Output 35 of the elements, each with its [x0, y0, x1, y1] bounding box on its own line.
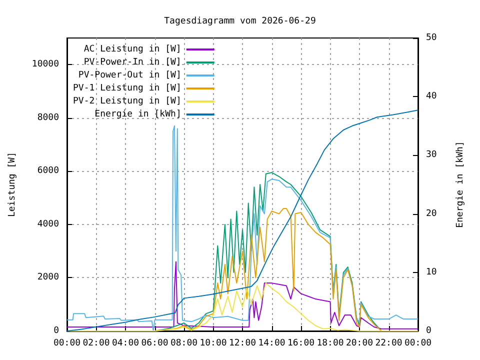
x-tick-label: 12:00: [228, 338, 256, 348]
y2-tick-label: 0: [426, 326, 432, 336]
x-tick-label: 10:00: [200, 338, 227, 348]
legend-label: PV-2 Leistung in [W]: [72, 96, 182, 106]
x-tick-label: 14:00: [258, 338, 286, 348]
y2-axis-title: Energie in [kWh]: [456, 141, 466, 228]
legend-label: AC Leistung in [W]: [84, 44, 182, 54]
y-tick-label: 4000: [37, 219, 59, 230]
x-tick-label: 04:00: [112, 338, 140, 348]
y-tick-label: 0: [54, 326, 59, 336]
y-tick-label: 10000: [32, 60, 59, 70]
line-series: [66, 261, 418, 330]
y-tick-label: 2000: [37, 272, 59, 283]
x-tick-label: 18:00: [316, 338, 344, 348]
y-tick-label: 8000: [37, 112, 59, 123]
x-tick-label: 06:00: [141, 338, 168, 348]
y2-tick-label: 40: [426, 92, 437, 102]
legend-label: PV-Power-Out in [W]: [78, 70, 182, 80]
x-tick-label: 08:00: [170, 338, 198, 348]
y-tick-label: 6000: [37, 166, 59, 176]
y2-tick-label: 50: [426, 33, 437, 43]
x-tick-label: 20:00: [346, 338, 374, 348]
chart-title: Tagesdiagramm vom 2026-06-29: [164, 16, 316, 26]
legend-label: PV-1 Leistung in [W]: [72, 84, 182, 94]
y2-tick-label: 10: [426, 267, 437, 278]
x-tick-label: 00:00: [404, 338, 432, 348]
x-tick-label: 16:00: [287, 338, 315, 348]
legend-label: PV-Power-In in [W]: [84, 58, 182, 68]
legend-label: Energie in [kWh]: [94, 110, 182, 120]
y2-tick-label: 30: [426, 150, 437, 160]
x-tick-label: 00:00: [53, 338, 81, 348]
x-tick-label: 02:00: [82, 338, 110, 348]
y2-tick-label: 20: [426, 208, 437, 219]
y-axis-title: Leistung [W]: [8, 152, 18, 218]
x-tick-label: 22:00: [375, 338, 402, 348]
